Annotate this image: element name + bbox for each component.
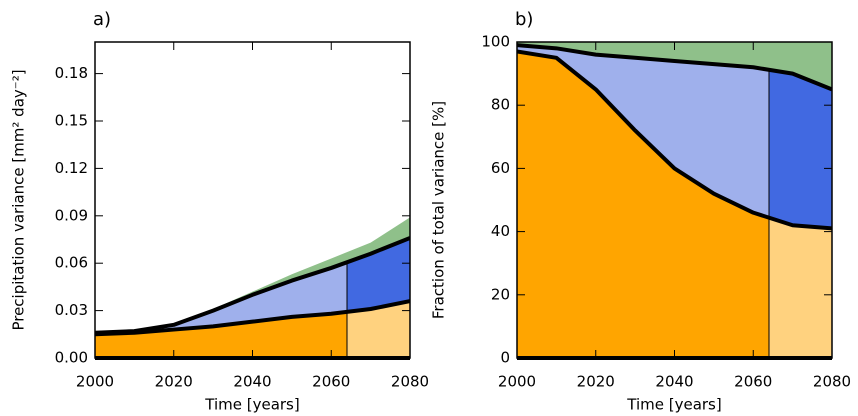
y-tick-label: 0.00 [55,349,88,367]
area [517,45,769,218]
y-axis-label: Precipitation variance [mm² day⁻²] [10,69,28,330]
area [95,311,347,358]
x-tick-label: 2000 [76,373,114,391]
boundary-line [95,299,410,337]
y-tick-label: 20 [491,285,510,303]
boundary-line [517,49,832,231]
x-tick-label: 2060 [734,373,772,391]
x-tick-label: 2040 [655,373,693,391]
x-tick-label: 2080 [813,373,851,391]
x-tick-label: 2060 [312,373,350,391]
area [769,217,832,358]
area [769,42,832,90]
y-tick-label: 60 [491,159,510,177]
x-tick-label: 2000 [498,373,536,391]
y-tick-label: 0.12 [55,159,88,177]
panel-title: a) [93,9,111,30]
y-tick-label: 80 [491,96,510,114]
area [347,237,410,312]
boundary-line [95,236,410,335]
area [517,51,769,358]
y-tick-label: 100 [481,33,510,51]
boundary-line [517,43,832,92]
y-tick-label: 0.03 [55,301,88,319]
y-tick-label: 0.18 [55,64,88,82]
y-tick-label: 0.06 [55,254,88,272]
x-tick-label: 2020 [155,373,193,391]
y-tick-label: 40 [491,222,510,240]
y-tick-label: 0.09 [55,206,88,224]
y-tick-label: 0.15 [55,112,88,130]
x-axis-label: Time [years] [204,396,299,414]
area [347,301,410,358]
x-tick-label: 2040 [233,373,271,391]
area [347,217,410,263]
x-tick-label: 2080 [391,373,429,391]
panel-title: b) [515,9,533,30]
x-tick-label: 2020 [577,373,615,391]
x-axis-label: Time [years] [626,396,721,414]
y-axis-label: Fraction of total variance [%] [430,101,448,319]
y-tick-label: 0 [500,349,510,367]
area [769,69,832,229]
